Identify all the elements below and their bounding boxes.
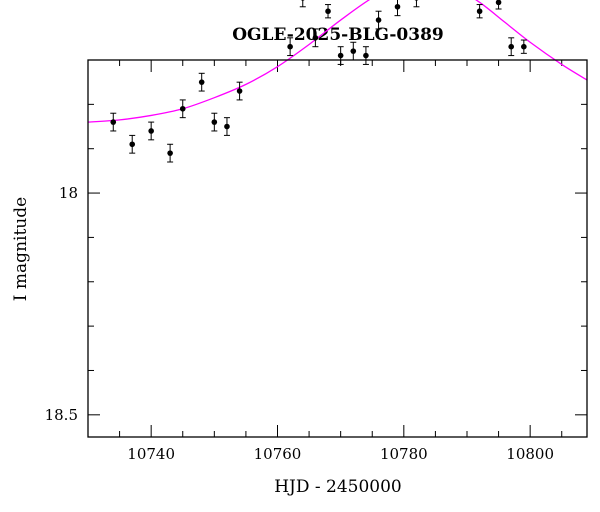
data-point: [110, 112, 117, 132]
data-point: [129, 134, 136, 154]
data-point: [325, 4, 332, 19]
minor-ticks: [87, 59, 587, 437]
data-marker: [363, 52, 369, 59]
data-point: [179, 99, 186, 119]
data-point: [148, 121, 155, 141]
data-marker: [211, 119, 218, 125]
data-marker: [508, 43, 515, 50]
data-marker: [521, 43, 527, 50]
data-points: [110, 0, 527, 163]
data-marker: [414, 0, 419, 1]
x-tick-labels: 10740 10760 10780 10800: [127, 445, 554, 463]
data-marker: [394, 3, 401, 10]
data-marker: [476, 8, 483, 15]
data-marker: [325, 8, 331, 15]
data-point: [299, 0, 306, 8]
data-marker: [287, 43, 293, 50]
data-marker: [350, 48, 357, 54]
model-curve: [87, 0, 588, 123]
data-marker: [224, 123, 230, 130]
data-point: [198, 72, 205, 92]
x-tick-label: 10740: [127, 445, 175, 463]
data-marker: [312, 35, 319, 41]
data-marker: [167, 150, 173, 156]
data-point: [375, 10, 382, 30]
data-marker: [337, 52, 344, 59]
data-point: [520, 39, 527, 54]
data-marker: [110, 119, 117, 125]
plot-frame: [87, 59, 588, 438]
data-point: [337, 46, 344, 65]
data-point: [211, 112, 218, 132]
data-point: [495, 0, 502, 10]
data-point: [167, 143, 174, 163]
data-marker: [495, 0, 502, 6]
x-axis-label: HJD - 2450000: [274, 477, 402, 497]
x-tick-label: 10780: [380, 445, 428, 463]
data-point: [394, 0, 401, 17]
data-marker: [148, 128, 154, 134]
data-marker: [236, 88, 243, 94]
y-axis-label: I magnitude: [11, 197, 31, 301]
data-marker: [300, 0, 305, 1]
data-point: [413, 0, 420, 8]
data-marker: [129, 141, 136, 148]
data-point: [223, 117, 230, 136]
y-tick-labels: 17.51818.5: [45, 184, 78, 424]
x-tick-label: 10800: [506, 445, 554, 463]
data-point: [287, 37, 294, 57]
data-point: [312, 28, 319, 48]
data-point: [236, 81, 243, 101]
y-tick-label: 18.5: [45, 406, 78, 424]
chart-title: OGLE-2025-BLG-0389: [232, 25, 444, 45]
x-tick-label: 10760: [254, 445, 302, 463]
data-marker: [375, 17, 382, 23]
data-marker: [179, 105, 186, 112]
data-point: [508, 37, 515, 57]
data-point: [362, 46, 369, 65]
data-point: [476, 4, 483, 19]
major-ticks: [88, 60, 587, 437]
y-tick-label: 18: [59, 184, 78, 202]
data-marker: [198, 79, 205, 85]
